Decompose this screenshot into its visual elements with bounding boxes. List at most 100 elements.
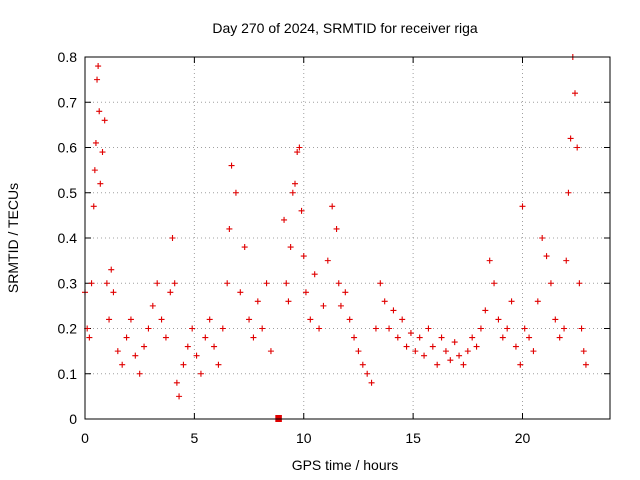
data-point xyxy=(355,348,362,355)
data-point xyxy=(351,334,358,341)
data-point xyxy=(416,334,423,341)
data-point xyxy=(495,316,502,323)
data-point xyxy=(517,361,524,368)
data-point xyxy=(556,334,563,341)
x-tick-label: 10 xyxy=(296,430,312,446)
data-point xyxy=(526,334,533,341)
data-point xyxy=(184,343,191,350)
data-point xyxy=(438,334,445,341)
data-point xyxy=(90,203,97,210)
data-point xyxy=(320,302,327,309)
data-point xyxy=(110,289,117,296)
data-point xyxy=(307,316,314,323)
data-point xyxy=(97,180,104,187)
data-point xyxy=(267,348,274,355)
data-point xyxy=(329,203,336,210)
data-point xyxy=(193,352,200,359)
data-point xyxy=(561,325,568,332)
data-point xyxy=(285,298,292,305)
data-point xyxy=(114,348,121,355)
data-point xyxy=(464,348,471,355)
data-point xyxy=(158,316,165,323)
data-point xyxy=(101,117,108,124)
data-point xyxy=(92,139,99,146)
data-point xyxy=(429,343,436,350)
data-point xyxy=(189,325,196,332)
data-point xyxy=(508,298,515,305)
tick-layer: 0 0.1 0.2 0.3 0.4 0.5 0.6 0.7 0.8 0 5 10 15 20 xyxy=(58,49,610,446)
data-point xyxy=(145,325,152,332)
data-point xyxy=(539,235,546,241)
data-point xyxy=(311,271,318,278)
data-point xyxy=(99,149,106,156)
data-point xyxy=(394,334,401,341)
data-point xyxy=(283,280,290,287)
data-point xyxy=(377,280,384,287)
x-tick-label: 20 xyxy=(515,430,531,446)
data-point xyxy=(96,108,103,115)
y-tick-label: 0.1 xyxy=(58,366,78,382)
data-point xyxy=(381,298,388,305)
data-point xyxy=(580,348,587,355)
data-point xyxy=(296,144,303,151)
data-point xyxy=(456,352,463,359)
data-point xyxy=(567,135,574,142)
y-tick-label: 0.8 xyxy=(58,49,78,65)
chart-title: Day 270 of 2024, SRMTID for receiver rig… xyxy=(212,20,478,36)
data-point xyxy=(132,352,139,359)
data-point xyxy=(482,307,489,314)
data-point xyxy=(521,325,528,332)
plot-frame xyxy=(84,56,611,420)
data-point xyxy=(149,302,156,309)
data-point xyxy=(421,352,428,359)
data-point xyxy=(574,144,581,151)
data-point xyxy=(141,343,148,350)
data-point xyxy=(552,316,559,323)
data-point xyxy=(412,348,419,355)
x-tick-label: 15 xyxy=(405,430,421,446)
data-point xyxy=(519,203,526,210)
data-point xyxy=(136,370,143,377)
data-point xyxy=(88,280,95,287)
data-point xyxy=(372,325,379,332)
data-point xyxy=(447,357,454,364)
y-tick-label: 0.4 xyxy=(58,230,78,246)
y-tick-label: 0.5 xyxy=(58,185,78,201)
data-point xyxy=(292,180,298,187)
data-point xyxy=(576,280,583,287)
data-point xyxy=(123,334,130,341)
data-point xyxy=(578,325,585,332)
data-point xyxy=(333,225,340,232)
data-point xyxy=(364,370,371,377)
data-point xyxy=(254,298,261,305)
data-point xyxy=(530,348,537,355)
data-point xyxy=(572,90,578,97)
data-point xyxy=(302,289,309,296)
y-tick-label: 0.6 xyxy=(58,140,78,156)
data-point xyxy=(180,361,187,368)
data-point xyxy=(298,207,305,214)
data-point xyxy=(563,257,570,264)
data-point xyxy=(173,379,180,386)
data-point xyxy=(95,63,102,70)
data-point xyxy=(219,325,226,332)
data-point xyxy=(434,361,441,368)
data-point xyxy=(316,325,323,332)
data-point xyxy=(176,393,183,400)
x-tick-label: 0 xyxy=(81,430,89,446)
data-point xyxy=(86,334,93,341)
data-point xyxy=(547,280,554,287)
data-point xyxy=(169,235,176,241)
data-point xyxy=(237,289,244,296)
data-point xyxy=(512,343,519,350)
data-point xyxy=(103,280,110,287)
data-point xyxy=(294,149,301,156)
data-point xyxy=(399,316,406,323)
data-point xyxy=(442,348,449,355)
grid-layer xyxy=(85,57,610,419)
data-point xyxy=(162,334,169,341)
y-tick-label: 0.7 xyxy=(58,94,78,110)
data-point xyxy=(368,379,375,386)
